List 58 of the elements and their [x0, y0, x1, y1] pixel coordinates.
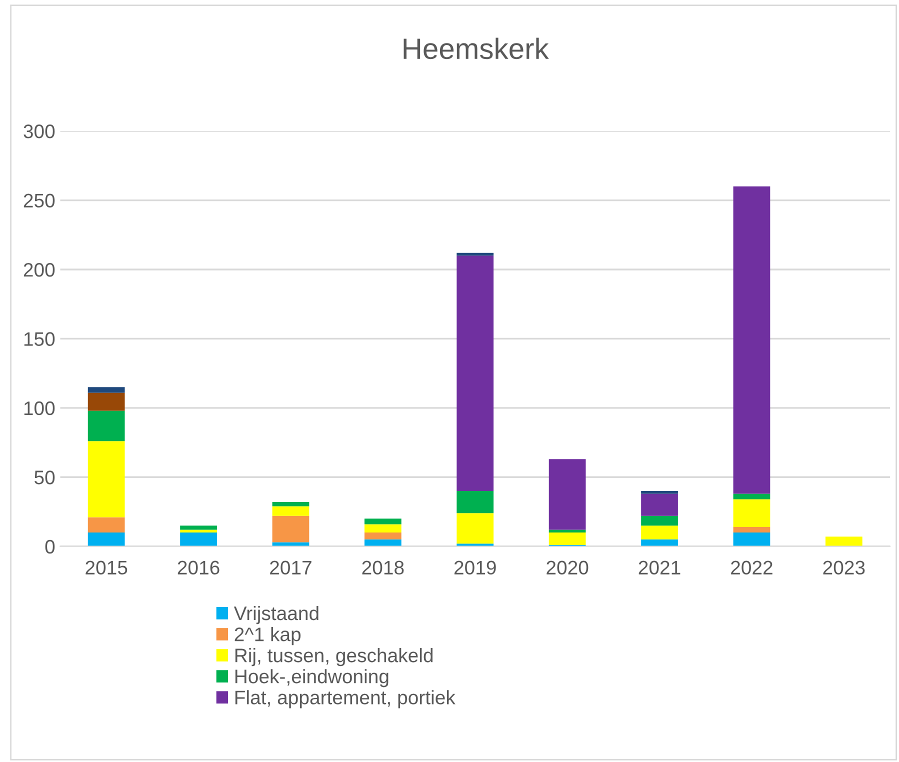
bar [641, 490, 678, 494]
bar [733, 186, 770, 494]
legend-label: Vrijstaand [234, 606, 318, 624]
bar [88, 441, 125, 518]
bar [272, 502, 310, 506]
bar [364, 524, 402, 533]
legend-label: Hoek-,eindwoning [235, 669, 388, 688]
bar [733, 499, 770, 527]
bar [180, 532, 217, 546]
bar [272, 542, 310, 546]
bar [88, 392, 125, 411]
bar [548, 530, 586, 533]
bar [548, 459, 586, 530]
x-tick-label: 2018 [362, 560, 404, 575]
bar [641, 516, 678, 526]
bar [456, 256, 494, 491]
bar [641, 526, 678, 540]
bar [456, 513, 494, 544]
x-tick-label: 2015 [86, 560, 128, 575]
chart-title: Heemskerk [404, 38, 549, 60]
bar [733, 532, 770, 546]
bar [456, 544, 494, 546]
bar [364, 518, 402, 524]
bar [88, 387, 125, 393]
x-tick-label: 2020 [546, 560, 588, 575]
bar [180, 530, 217, 533]
bar [825, 536, 862, 546]
y-tick-label: 300 [24, 124, 55, 138]
x-tick-label: 2016 [178, 560, 220, 575]
bar [88, 517, 125, 533]
legend-label: 2^1 kap [234, 626, 301, 646]
bar [364, 532, 402, 540]
bar [548, 532, 586, 545]
legend-label: Flat, appartement, portiek [235, 690, 456, 708]
bar [456, 490, 494, 514]
y-tick-label: 200 [24, 262, 55, 277]
bar [88, 410, 125, 442]
bar [272, 516, 310, 542]
bar [364, 539, 402, 546]
x-tick-label: 2017 [270, 560, 312, 575]
bar [641, 494, 678, 516]
bar [88, 532, 125, 546]
y-tick-label: 0 [45, 540, 55, 554]
bar [733, 526, 770, 533]
bar [456, 252, 494, 256]
x-tick-label: 2023 [823, 560, 865, 575]
bar [272, 506, 310, 516]
bar [180, 526, 217, 530]
bar [641, 539, 678, 546]
y-tick-label: 50 [34, 470, 55, 484]
legend-label: Rij, tussen, geschakeld [235, 648, 433, 666]
x-tick-label: 2019 [454, 560, 496, 575]
y-tick-label: 250 [24, 194, 55, 208]
x-tick-label: 2021 [638, 560, 680, 575]
bar [733, 494, 770, 500]
y-tick-label: 150 [24, 332, 55, 346]
y-tick-label: 100 [24, 401, 55, 416]
x-tick-label: 2022 [731, 560, 772, 575]
